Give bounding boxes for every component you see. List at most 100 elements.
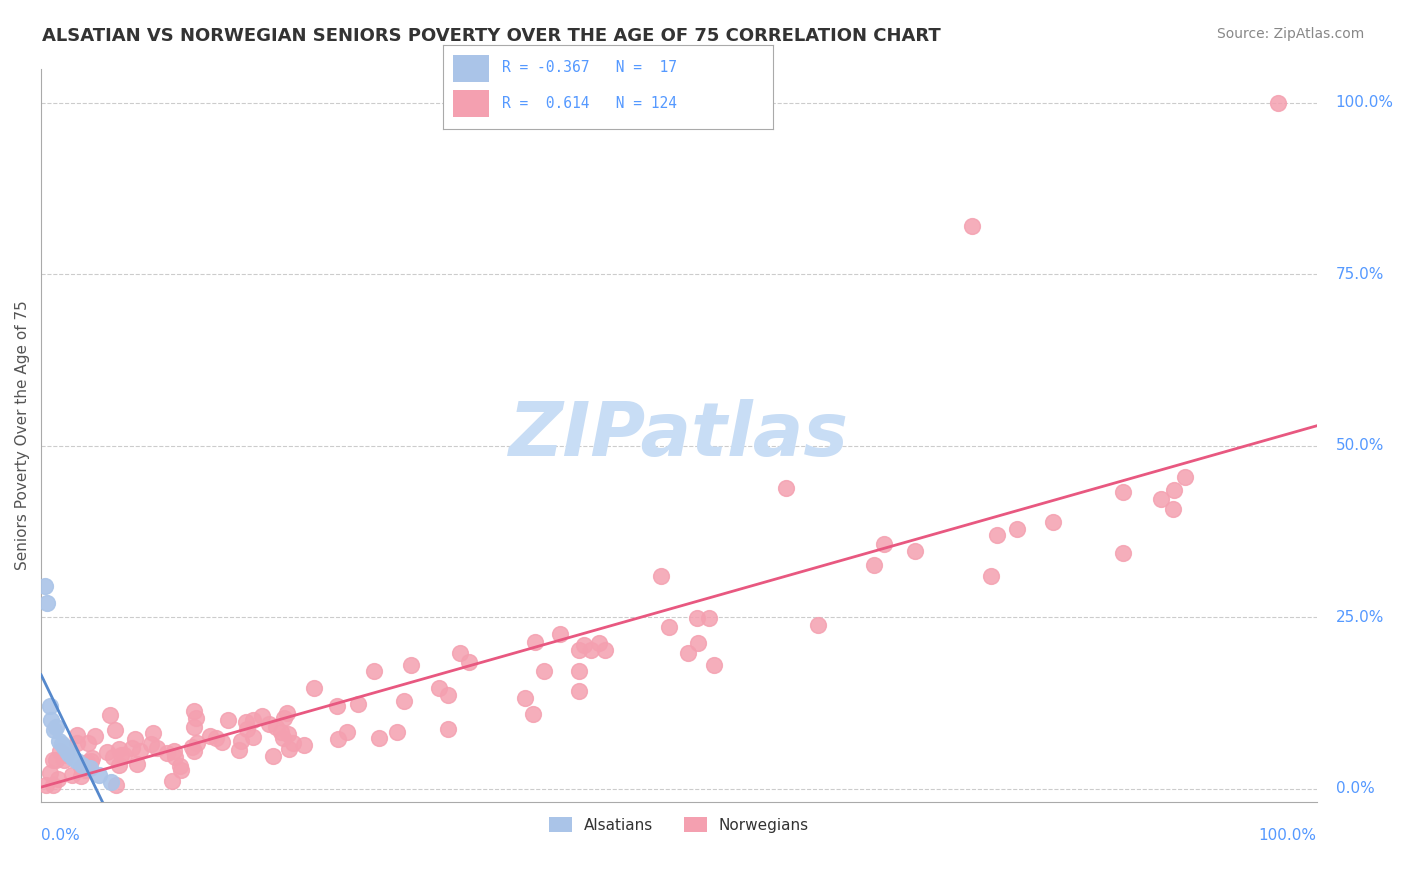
Point	[104, 723, 127, 737]
Point	[242, 713, 264, 727]
Point	[104, 778, 127, 792]
Point	[183, 720, 205, 734]
Point	[141, 737, 163, 751]
Point	[568, 664, 591, 678]
Point	[1112, 546, 1135, 560]
Point	[142, 726, 165, 740]
Point	[270, 725, 292, 739]
Point	[42, 723, 65, 738]
Point	[281, 736, 304, 750]
Point	[436, 688, 458, 702]
Point	[162, 773, 184, 788]
Point	[183, 744, 205, 758]
Text: 25.0%: 25.0%	[1336, 609, 1384, 624]
Point	[169, 758, 191, 772]
Point	[346, 698, 368, 712]
Point	[52, 753, 75, 767]
Point	[77, 736, 100, 750]
Point	[34, 579, 56, 593]
Point	[163, 750, 186, 764]
Point	[457, 655, 479, 669]
Point	[100, 774, 122, 789]
Point	[873, 537, 896, 551]
Point	[163, 743, 186, 757]
Point	[688, 636, 710, 650]
Point	[186, 736, 208, 750]
Point	[266, 720, 288, 734]
Point	[35, 778, 58, 792]
Point	[101, 750, 124, 764]
Point	[53, 740, 76, 755]
Text: 0.0%: 0.0%	[1336, 781, 1375, 796]
Point	[62, 750, 84, 764]
Point	[79, 761, 101, 775]
Point	[326, 731, 349, 746]
Point	[70, 769, 93, 783]
Point	[593, 643, 616, 657]
Point	[42, 753, 65, 767]
Point	[588, 636, 610, 650]
Point	[387, 725, 409, 739]
Point	[60, 768, 83, 782]
Point	[51, 737, 73, 751]
Point	[336, 724, 359, 739]
Point	[1005, 522, 1028, 536]
Point	[368, 731, 391, 745]
Point	[697, 611, 720, 625]
Point	[775, 482, 797, 496]
Point	[304, 681, 326, 695]
Point	[650, 569, 672, 583]
Point	[96, 745, 118, 759]
Point	[392, 693, 415, 707]
Point	[39, 699, 62, 714]
Text: R = -0.367   N =  17: R = -0.367 N = 17	[502, 60, 678, 75]
Point	[204, 731, 226, 746]
Text: 75.0%: 75.0%	[1336, 267, 1384, 282]
Point	[80, 754, 103, 768]
Point	[38, 766, 60, 780]
Y-axis label: Seniors Poverty Over the Age of 75: Seniors Poverty Over the Age of 75	[15, 301, 30, 570]
Point	[236, 722, 259, 736]
Point	[156, 746, 179, 760]
Point	[1161, 502, 1184, 516]
Point	[807, 618, 830, 632]
Point	[37, 596, 59, 610]
Point	[112, 747, 135, 762]
Point	[125, 757, 148, 772]
Legend: Alsatians, Norwegians: Alsatians, Norwegians	[543, 811, 815, 838]
Point	[1042, 516, 1064, 530]
Point	[676, 646, 699, 660]
Point	[55, 748, 77, 763]
Point	[45, 720, 67, 734]
Point	[363, 664, 385, 678]
Point	[533, 664, 555, 678]
Point	[184, 711, 207, 725]
Point	[548, 627, 571, 641]
Point	[1174, 470, 1197, 484]
Point	[325, 699, 347, 714]
Point	[250, 708, 273, 723]
Point	[66, 754, 89, 768]
Point	[80, 751, 103, 765]
Point	[277, 727, 299, 741]
Point	[58, 747, 80, 762]
Point	[277, 741, 299, 756]
Point	[70, 757, 93, 772]
Point	[658, 619, 681, 633]
Point	[262, 748, 284, 763]
Point	[567, 683, 589, 698]
Point	[863, 558, 886, 573]
Point	[273, 711, 295, 725]
Point	[55, 744, 77, 758]
Point	[292, 738, 315, 752]
Point	[231, 734, 253, 748]
Point	[77, 761, 100, 775]
Text: 100.0%: 100.0%	[1336, 95, 1393, 111]
Point	[524, 634, 547, 648]
Point	[46, 772, 69, 787]
Text: 100.0%: 100.0%	[1258, 828, 1316, 843]
Point	[49, 744, 72, 758]
Point	[217, 713, 239, 727]
Point	[66, 736, 89, 750]
Point	[437, 722, 460, 736]
